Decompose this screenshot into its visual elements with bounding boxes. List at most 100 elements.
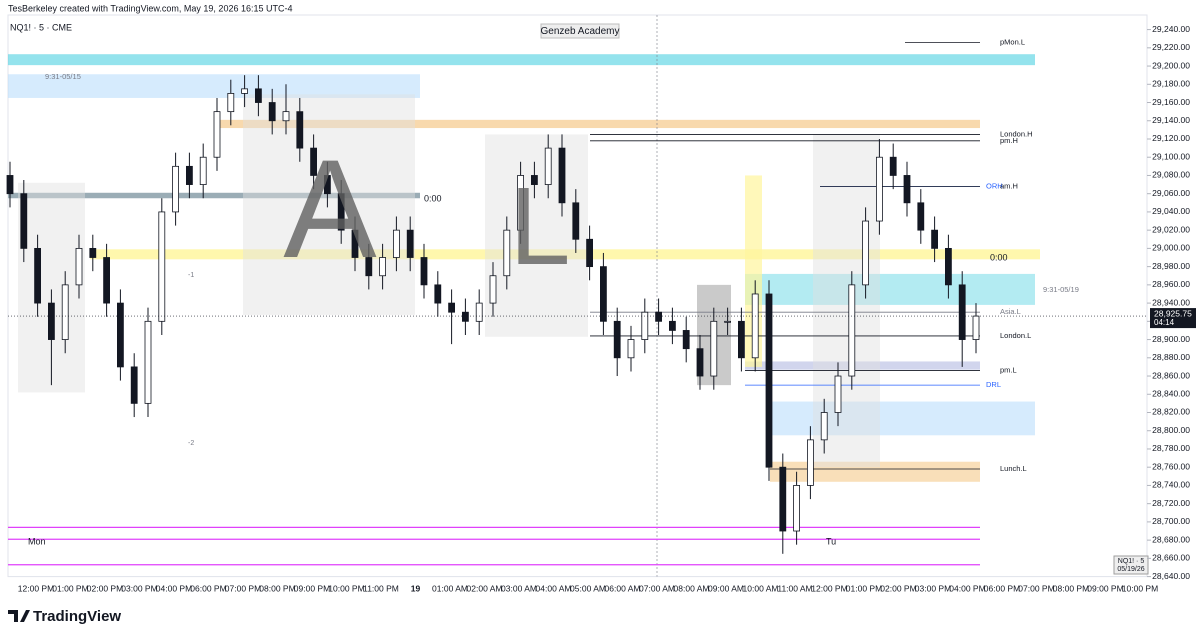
symbol: NQ1! · 5 · CME xyxy=(10,22,72,32)
candle-body xyxy=(6,175,14,195)
candle-body xyxy=(268,102,276,122)
candle-body xyxy=(682,330,690,350)
x-tick-label: 10:00 AM xyxy=(743,583,779,593)
x-tick-label: 09:00 PM xyxy=(294,583,330,593)
y-tick-label: 28,960.00 xyxy=(1152,279,1190,289)
x-tick-label: 02:00 PM xyxy=(87,583,123,593)
y-tick-label: 28,900.00 xyxy=(1152,334,1190,344)
y-tick-label: 28,820.00 xyxy=(1152,407,1190,417)
candle-body xyxy=(282,111,290,122)
x-tick-label: 06:00 AM xyxy=(605,583,641,593)
candle-body xyxy=(517,175,524,231)
x-tick-label: 04:00 PM xyxy=(156,583,192,593)
fib-label: -2 xyxy=(188,440,194,447)
candle-body xyxy=(531,175,538,185)
candle-body xyxy=(379,257,387,277)
y-tick-label: 29,220.00 xyxy=(1152,42,1190,52)
y-tick-label: 28,980.00 xyxy=(1152,261,1190,271)
x-tick-label: 08:00 PM xyxy=(259,583,295,593)
x-tick-label: 07:00 PM xyxy=(225,583,261,593)
x-tick-label: 09:00 AM xyxy=(708,583,744,593)
big-letter: L xyxy=(509,165,570,288)
y-tick-label: 28,660.00 xyxy=(1152,553,1190,563)
x-tick-label: 03:00 PM xyxy=(915,583,951,593)
candle-body xyxy=(48,302,55,340)
badge-symbol: NQ1! · 5 xyxy=(1118,558,1145,565)
candle-body xyxy=(213,111,221,158)
candle-body xyxy=(931,229,938,249)
candle-body xyxy=(738,320,745,359)
x-tick-label: 01:00 AM xyxy=(432,583,468,593)
y-tick-label: 29,160.00 xyxy=(1152,97,1190,107)
candle-body xyxy=(751,293,759,359)
level-label: London.H xyxy=(1000,129,1033,138)
candle-body xyxy=(392,229,400,258)
big-letter: A xyxy=(283,130,377,287)
day-label: Tu xyxy=(826,536,836,546)
session-label: 9:31-05/19 xyxy=(1043,285,1079,294)
candle-body xyxy=(779,466,787,532)
candle-body xyxy=(103,257,110,304)
candle-body xyxy=(627,339,635,359)
y-tick-label: 28,700.00 xyxy=(1152,516,1190,526)
candle-body xyxy=(972,315,980,340)
badge xyxy=(1113,555,1149,575)
candle-body xyxy=(820,412,828,441)
zone xyxy=(8,54,1035,66)
y-tick-label: 28,940.00 xyxy=(1152,297,1190,307)
day-label: Mon xyxy=(28,536,46,546)
candle-body xyxy=(199,156,207,185)
zone-label: 0:00 xyxy=(990,252,1008,262)
candle-body xyxy=(448,302,456,313)
watermark: Genzeb Academy xyxy=(541,26,620,37)
y-tick-label: 28,640.00 xyxy=(1152,571,1190,581)
candle-body xyxy=(655,311,662,322)
candle-body xyxy=(848,284,856,377)
plot-border xyxy=(7,14,1148,578)
candle-body xyxy=(241,88,249,94)
level-label: Asia.L xyxy=(1000,307,1021,316)
level-label: ORH xyxy=(986,181,1003,190)
x-tick-label: 04:00 AM xyxy=(536,583,572,593)
candle-body xyxy=(406,229,414,258)
candle-body xyxy=(834,375,842,413)
level-label: London.L xyxy=(1000,331,1031,340)
level-label: DRL xyxy=(986,380,1001,389)
candle-body xyxy=(365,257,373,277)
candle-body xyxy=(172,165,180,213)
level-label: am.H xyxy=(1000,181,1018,190)
x-tick-label: 12:00 PM xyxy=(811,583,847,593)
y-tick-label: 29,080.00 xyxy=(1152,170,1190,180)
x-tick-label: 06:00 PM xyxy=(984,583,1020,593)
candle-body xyxy=(558,147,566,204)
candle-body xyxy=(61,284,69,340)
y-tick-label: 28,800.00 xyxy=(1152,425,1190,435)
candle-body xyxy=(641,311,649,340)
candle-body xyxy=(489,275,497,304)
x-tick-label: 03:00 AM xyxy=(501,583,537,593)
candle-body xyxy=(945,247,952,286)
last-price-label: 28,925.75 xyxy=(1154,308,1192,318)
level-label: pm.H xyxy=(1000,136,1018,145)
candle-body xyxy=(669,320,676,331)
zone xyxy=(8,192,420,199)
x-tick-label: 01:00 PM xyxy=(52,583,88,593)
candle-body xyxy=(889,156,897,176)
level-label: pm.L xyxy=(1000,366,1017,375)
candle-body xyxy=(572,202,580,240)
zone xyxy=(745,273,1035,305)
watermark-box xyxy=(540,23,620,39)
level-label: pMon.L xyxy=(1000,37,1025,46)
zone xyxy=(485,134,588,337)
session-label: 9:31-05/15 xyxy=(45,72,81,81)
x-tick-label: 12:00 PM xyxy=(18,583,54,593)
candle-body xyxy=(323,175,331,195)
x-tick-label: 09:00 PM xyxy=(1087,583,1123,593)
y-tick-label: 29,000.00 xyxy=(1152,243,1190,253)
y-tick-label: 29,140.00 xyxy=(1152,115,1190,125)
x-tick-label: 10:00 PM xyxy=(1122,583,1158,593)
countdown: 04:14 xyxy=(1154,318,1175,327)
x-tick-label: 04:00 PM xyxy=(949,583,985,593)
candle-body xyxy=(586,238,593,268)
candle-body xyxy=(696,348,704,377)
